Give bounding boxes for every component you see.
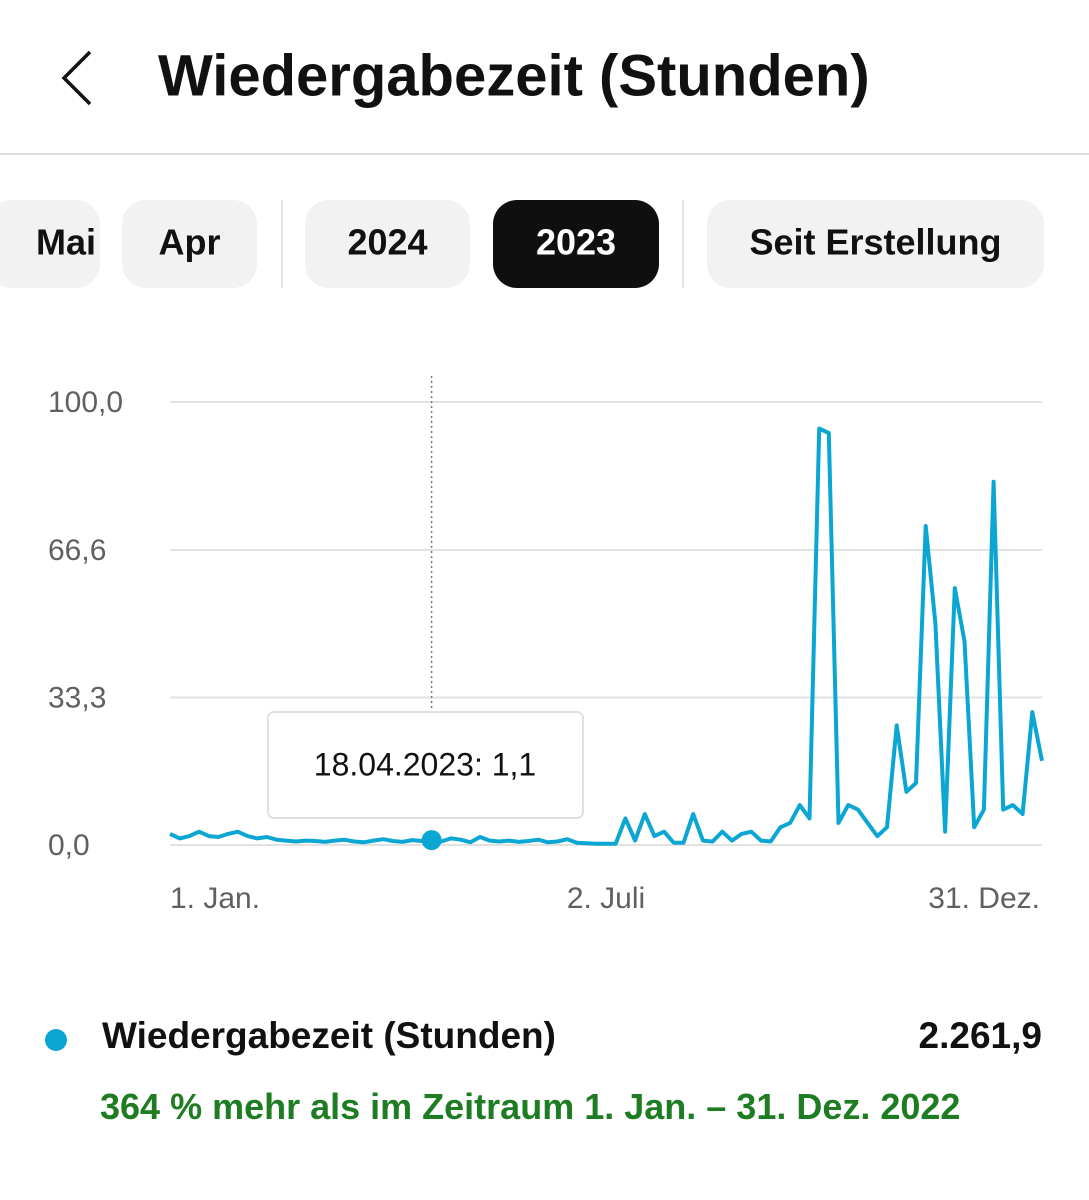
tab[interactable]: 2024	[305, 200, 470, 288]
tab[interactable]: Mai	[0, 200, 100, 288]
y-tick-label: 33,3	[48, 681, 106, 714]
x-tick-label: 31. Dez.	[928, 882, 1040, 915]
legend-label: Wiedergabezeit (Stunden)	[102, 1015, 556, 1056]
tooltip-text: 18.04.2023: 1,1	[314, 746, 536, 782]
tab-label: 2023	[536, 222, 616, 263]
tab-label: 2024	[347, 222, 427, 263]
tab-background	[493, 200, 659, 288]
y-tick-label: 100,0	[48, 386, 123, 419]
total-value: 2.261,9	[919, 1015, 1042, 1056]
tooltip-box	[267, 711, 584, 819]
y-tick-label: 0,0	[48, 829, 90, 862]
tab-background	[707, 200, 1044, 288]
tab-label: Mai	[36, 222, 96, 263]
tab[interactable]: Apr	[122, 200, 257, 288]
y-tick-label: 66,6	[48, 534, 106, 567]
x-tick-label: 1. Jan.	[170, 882, 260, 915]
comparison-text: 364 % mehr als im Zeitraum 1. Jan. – 31.…	[100, 1086, 961, 1127]
back-arrow[interactable]	[61, 50, 92, 106]
comparison-box: 364 % mehr als im Zeitraum 1. Jan. – 31.…	[100, 1086, 961, 1127]
legend-dot	[45, 1029, 67, 1051]
tab[interactable]: 2023	[493, 200, 659, 288]
tab-label: Apr	[159, 222, 221, 263]
data-line	[169, 426, 1044, 846]
highlight-point	[421, 830, 442, 851]
tab-background	[305, 200, 470, 288]
page-title: Wiedergabezeit (Stunden)	[158, 43, 870, 108]
tab-background	[0, 200, 100, 288]
x-tick-label: 2. Juli	[567, 882, 645, 915]
tab[interactable]: Seit Erstellung	[707, 200, 1044, 288]
tab-label: Seit Erstellung	[749, 222, 1001, 263]
tab-background	[122, 200, 257, 288]
